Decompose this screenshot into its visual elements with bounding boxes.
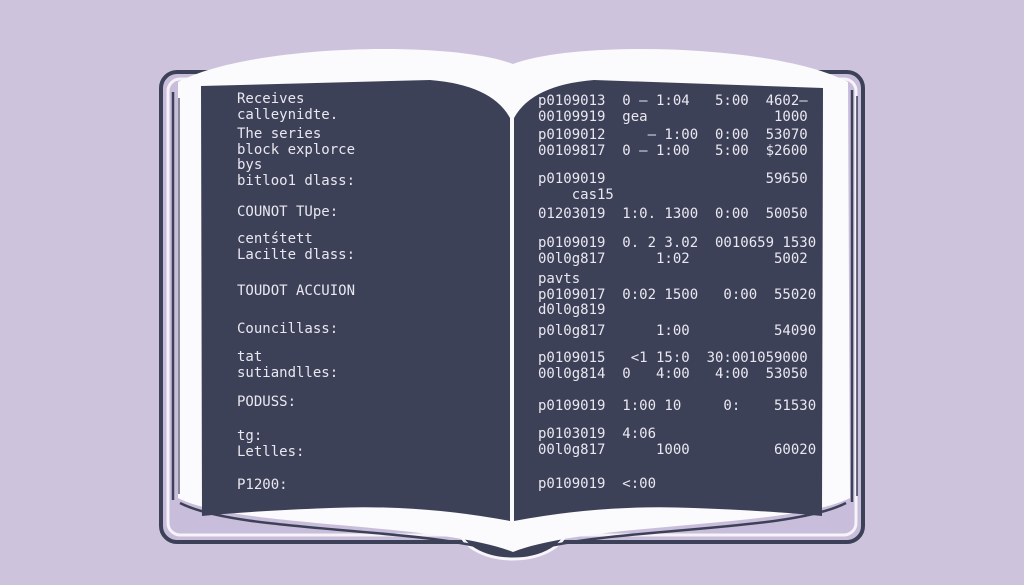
- left-text-group-7: tat sutiandlles:: [237, 349, 339, 381]
- right-text-group-4: 01203019 1:0. 1300 0:00 50050: [538, 206, 808, 222]
- right-page-panel: [514, 80, 823, 521]
- right-text-group-2: p0109012 — 1:00 0:00 53070 00109817 0 — …: [538, 127, 808, 159]
- left-text-group-4: centśtett Lacilte dlass:: [237, 231, 356, 263]
- right-text-group-5: p0109019 0. 2 3.02 0010659 1530 00l0g817…: [538, 235, 817, 267]
- left-text-group-8: PODUSS:: [237, 394, 297, 410]
- left-text-group-9: tg: Letlles:: [237, 428, 305, 460]
- right-text-group-7: p0l0g817 1:00 54090: [538, 323, 817, 339]
- right-page-text: p0109013 0 — 1:04 5:00 4602— 00109919 ge…: [538, 0, 828, 585]
- right-text-group-1: p0109013 0 — 1:04 5:00 4602— 00109919 ge…: [538, 93, 808, 125]
- right-text-group-6: pavts p0109017 0:02 1500 0:00 55020 d0l0…: [538, 271, 817, 318]
- right-text-group-10: p0103019 4:06 00l0g817 1000 60020: [538, 426, 817, 458]
- right-text-group-9: p0109019 1:00 10 0: 51530: [538, 398, 817, 414]
- right-text-group-8: p0109015 <1 15:0 30:001059000 00l0g814 0…: [538, 350, 808, 382]
- left-text-group-3: COUNOT TUpe:: [237, 204, 339, 220]
- left-text-group-2: The series block explorce bys bitloo1 dl…: [237, 126, 356, 189]
- left-text-group-1: Receives calleynidte.: [237, 91, 339, 123]
- left-page-text: Receives calleynidte. The series block e…: [237, 0, 507, 585]
- right-text-group-3: p0109019 59650 cas15: [538, 171, 808, 203]
- left-text-group-5: TOUDOT ACCUION: [237, 283, 356, 299]
- right-text-group-11: p0109019 <:00: [538, 476, 657, 492]
- left-text-group-6: Councillass:: [237, 321, 339, 337]
- left-text-group-10: P1200:: [237, 477, 288, 493]
- left-page-panel: [201, 80, 510, 521]
- page-bottom-outline: [179, 501, 847, 558]
